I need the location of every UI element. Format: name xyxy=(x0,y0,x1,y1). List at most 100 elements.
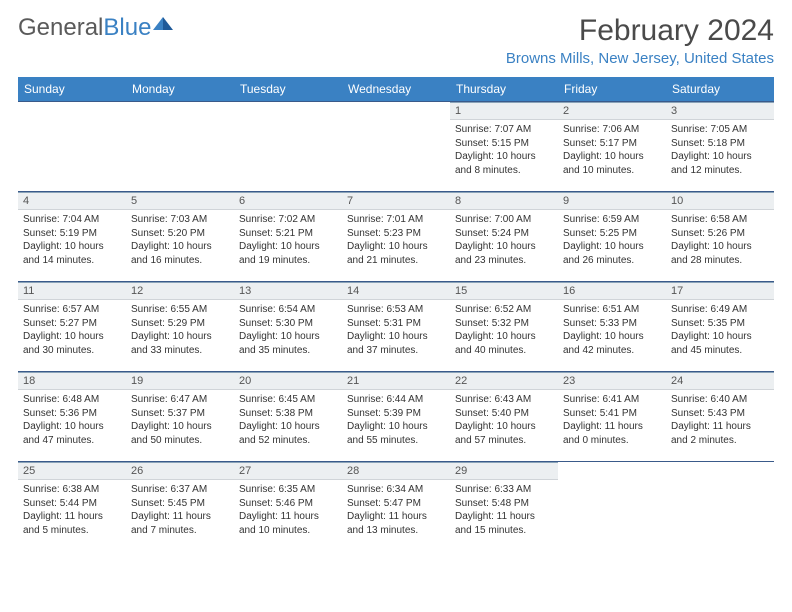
day-number: 2 xyxy=(558,102,666,120)
calendar-body: 1Sunrise: 7:07 AMSunset: 5:15 PMDaylight… xyxy=(18,102,774,552)
day-details: Sunrise: 6:40 AMSunset: 5:43 PMDaylight:… xyxy=(666,390,774,453)
calendar-cell: 25Sunrise: 6:38 AMSunset: 5:44 PMDayligh… xyxy=(18,462,126,552)
day-details: Sunrise: 6:44 AMSunset: 5:39 PMDaylight:… xyxy=(342,390,450,453)
calendar-cell xyxy=(666,462,774,552)
calendar-cell: 22Sunrise: 6:43 AMSunset: 5:40 PMDayligh… xyxy=(450,372,558,462)
logo: GeneralBlue xyxy=(18,14,175,42)
calendar-cell: 15Sunrise: 6:52 AMSunset: 5:32 PMDayligh… xyxy=(450,282,558,372)
day-details: Sunrise: 7:00 AMSunset: 5:24 PMDaylight:… xyxy=(450,210,558,273)
calendar-cell: 10Sunrise: 6:58 AMSunset: 5:26 PMDayligh… xyxy=(666,192,774,282)
day-details: Sunrise: 6:58 AMSunset: 5:26 PMDaylight:… xyxy=(666,210,774,273)
day-number: 16 xyxy=(558,282,666,300)
day-number: 29 xyxy=(450,462,558,480)
calendar-cell: 20Sunrise: 6:45 AMSunset: 5:38 PMDayligh… xyxy=(234,372,342,462)
day-details: Sunrise: 6:41 AMSunset: 5:41 PMDaylight:… xyxy=(558,390,666,453)
day-details: Sunrise: 7:02 AMSunset: 5:21 PMDaylight:… xyxy=(234,210,342,273)
day-number: 14 xyxy=(342,282,450,300)
day-number: 28 xyxy=(342,462,450,480)
day-number: 12 xyxy=(126,282,234,300)
day-details: Sunrise: 6:47 AMSunset: 5:37 PMDaylight:… xyxy=(126,390,234,453)
day-details: Sunrise: 7:04 AMSunset: 5:19 PMDaylight:… xyxy=(18,210,126,273)
location-subtitle: Browns Mills, New Jersey, United States xyxy=(506,50,774,67)
day-number: 17 xyxy=(666,282,774,300)
day-number: 9 xyxy=(558,192,666,210)
day-details: Sunrise: 7:03 AMSunset: 5:20 PMDaylight:… xyxy=(126,210,234,273)
month-title: February 2024 xyxy=(506,14,774,48)
day-details: Sunrise: 6:55 AMSunset: 5:29 PMDaylight:… xyxy=(126,300,234,363)
day-details: Sunrise: 6:51 AMSunset: 5:33 PMDaylight:… xyxy=(558,300,666,363)
day-number: 27 xyxy=(234,462,342,480)
day-details: Sunrise: 6:54 AMSunset: 5:30 PMDaylight:… xyxy=(234,300,342,363)
calendar-cell: 9Sunrise: 6:59 AMSunset: 5:25 PMDaylight… xyxy=(558,192,666,282)
calendar-cell: 11Sunrise: 6:57 AMSunset: 5:27 PMDayligh… xyxy=(18,282,126,372)
calendar-cell: 26Sunrise: 6:37 AMSunset: 5:45 PMDayligh… xyxy=(126,462,234,552)
day-number: 8 xyxy=(450,192,558,210)
calendar-cell xyxy=(18,102,126,192)
day-number: 21 xyxy=(342,372,450,390)
calendar-cell: 18Sunrise: 6:48 AMSunset: 5:36 PMDayligh… xyxy=(18,372,126,462)
calendar-cell: 7Sunrise: 7:01 AMSunset: 5:23 PMDaylight… xyxy=(342,192,450,282)
day-number: 26 xyxy=(126,462,234,480)
day-details: Sunrise: 6:59 AMSunset: 5:25 PMDaylight:… xyxy=(558,210,666,273)
weekday-header: Monday xyxy=(126,77,234,102)
logo-text-blue: Blue xyxy=(103,14,151,42)
day-details: Sunrise: 6:34 AMSunset: 5:47 PMDaylight:… xyxy=(342,480,450,543)
calendar-cell: 27Sunrise: 6:35 AMSunset: 5:46 PMDayligh… xyxy=(234,462,342,552)
calendar-cell xyxy=(126,102,234,192)
day-number: 1 xyxy=(450,102,558,120)
day-number: 15 xyxy=(450,282,558,300)
day-details: Sunrise: 6:37 AMSunset: 5:45 PMDaylight:… xyxy=(126,480,234,543)
calendar-cell: 13Sunrise: 6:54 AMSunset: 5:30 PMDayligh… xyxy=(234,282,342,372)
day-number: 13 xyxy=(234,282,342,300)
calendar-cell: 3Sunrise: 7:05 AMSunset: 5:18 PMDaylight… xyxy=(666,102,774,192)
day-details: Sunrise: 6:43 AMSunset: 5:40 PMDaylight:… xyxy=(450,390,558,453)
day-details: Sunrise: 6:48 AMSunset: 5:36 PMDaylight:… xyxy=(18,390,126,453)
weekday-header: Wednesday xyxy=(342,77,450,102)
day-number: 3 xyxy=(666,102,774,120)
calendar-cell: 2Sunrise: 7:06 AMSunset: 5:17 PMDaylight… xyxy=(558,102,666,192)
header: GeneralBlue February 2024 Browns Mills, … xyxy=(18,14,774,73)
day-details: Sunrise: 6:35 AMSunset: 5:46 PMDaylight:… xyxy=(234,480,342,543)
calendar-cell: 14Sunrise: 6:53 AMSunset: 5:31 PMDayligh… xyxy=(342,282,450,372)
calendar-cell: 8Sunrise: 7:00 AMSunset: 5:24 PMDaylight… xyxy=(450,192,558,282)
logo-mark-icon xyxy=(153,11,175,39)
day-number: 24 xyxy=(666,372,774,390)
calendar-cell xyxy=(342,102,450,192)
logo-text-general: General xyxy=(18,14,103,42)
day-number: 20 xyxy=(234,372,342,390)
day-details: Sunrise: 7:07 AMSunset: 5:15 PMDaylight:… xyxy=(450,120,558,183)
calendar-table: SundayMondayTuesdayWednesdayThursdayFrid… xyxy=(18,77,774,552)
calendar-cell: 23Sunrise: 6:41 AMSunset: 5:41 PMDayligh… xyxy=(558,372,666,462)
calendar-cell: 24Sunrise: 6:40 AMSunset: 5:43 PMDayligh… xyxy=(666,372,774,462)
calendar-cell: 4Sunrise: 7:04 AMSunset: 5:19 PMDaylight… xyxy=(18,192,126,282)
calendar-cell: 1Sunrise: 7:07 AMSunset: 5:15 PMDaylight… xyxy=(450,102,558,192)
day-number: 22 xyxy=(450,372,558,390)
title-block: February 2024 Browns Mills, New Jersey, … xyxy=(506,14,774,73)
calendar-cell: 28Sunrise: 6:34 AMSunset: 5:47 PMDayligh… xyxy=(342,462,450,552)
day-number: 10 xyxy=(666,192,774,210)
weekday-header: Sunday xyxy=(18,77,126,102)
day-details: Sunrise: 6:53 AMSunset: 5:31 PMDaylight:… xyxy=(342,300,450,363)
calendar-cell: 16Sunrise: 6:51 AMSunset: 5:33 PMDayligh… xyxy=(558,282,666,372)
calendar-cell xyxy=(234,102,342,192)
calendar-cell: 29Sunrise: 6:33 AMSunset: 5:48 PMDayligh… xyxy=(450,462,558,552)
day-number: 19 xyxy=(126,372,234,390)
day-details: Sunrise: 6:33 AMSunset: 5:48 PMDaylight:… xyxy=(450,480,558,543)
day-details: Sunrise: 6:57 AMSunset: 5:27 PMDaylight:… xyxy=(18,300,126,363)
day-details: Sunrise: 6:52 AMSunset: 5:32 PMDaylight:… xyxy=(450,300,558,363)
calendar-cell: 12Sunrise: 6:55 AMSunset: 5:29 PMDayligh… xyxy=(126,282,234,372)
day-number: 23 xyxy=(558,372,666,390)
day-details: Sunrise: 6:45 AMSunset: 5:38 PMDaylight:… xyxy=(234,390,342,453)
weekday-header: Saturday xyxy=(666,77,774,102)
calendar-cell: 5Sunrise: 7:03 AMSunset: 5:20 PMDaylight… xyxy=(126,192,234,282)
day-details: Sunrise: 7:06 AMSunset: 5:17 PMDaylight:… xyxy=(558,120,666,183)
day-details: Sunrise: 7:05 AMSunset: 5:18 PMDaylight:… xyxy=(666,120,774,183)
day-number: 5 xyxy=(126,192,234,210)
day-number: 7 xyxy=(342,192,450,210)
calendar-cell xyxy=(558,462,666,552)
day-number: 4 xyxy=(18,192,126,210)
day-number: 6 xyxy=(234,192,342,210)
calendar-cell: 6Sunrise: 7:02 AMSunset: 5:21 PMDaylight… xyxy=(234,192,342,282)
day-details: Sunrise: 7:01 AMSunset: 5:23 PMDaylight:… xyxy=(342,210,450,273)
calendar-cell: 17Sunrise: 6:49 AMSunset: 5:35 PMDayligh… xyxy=(666,282,774,372)
